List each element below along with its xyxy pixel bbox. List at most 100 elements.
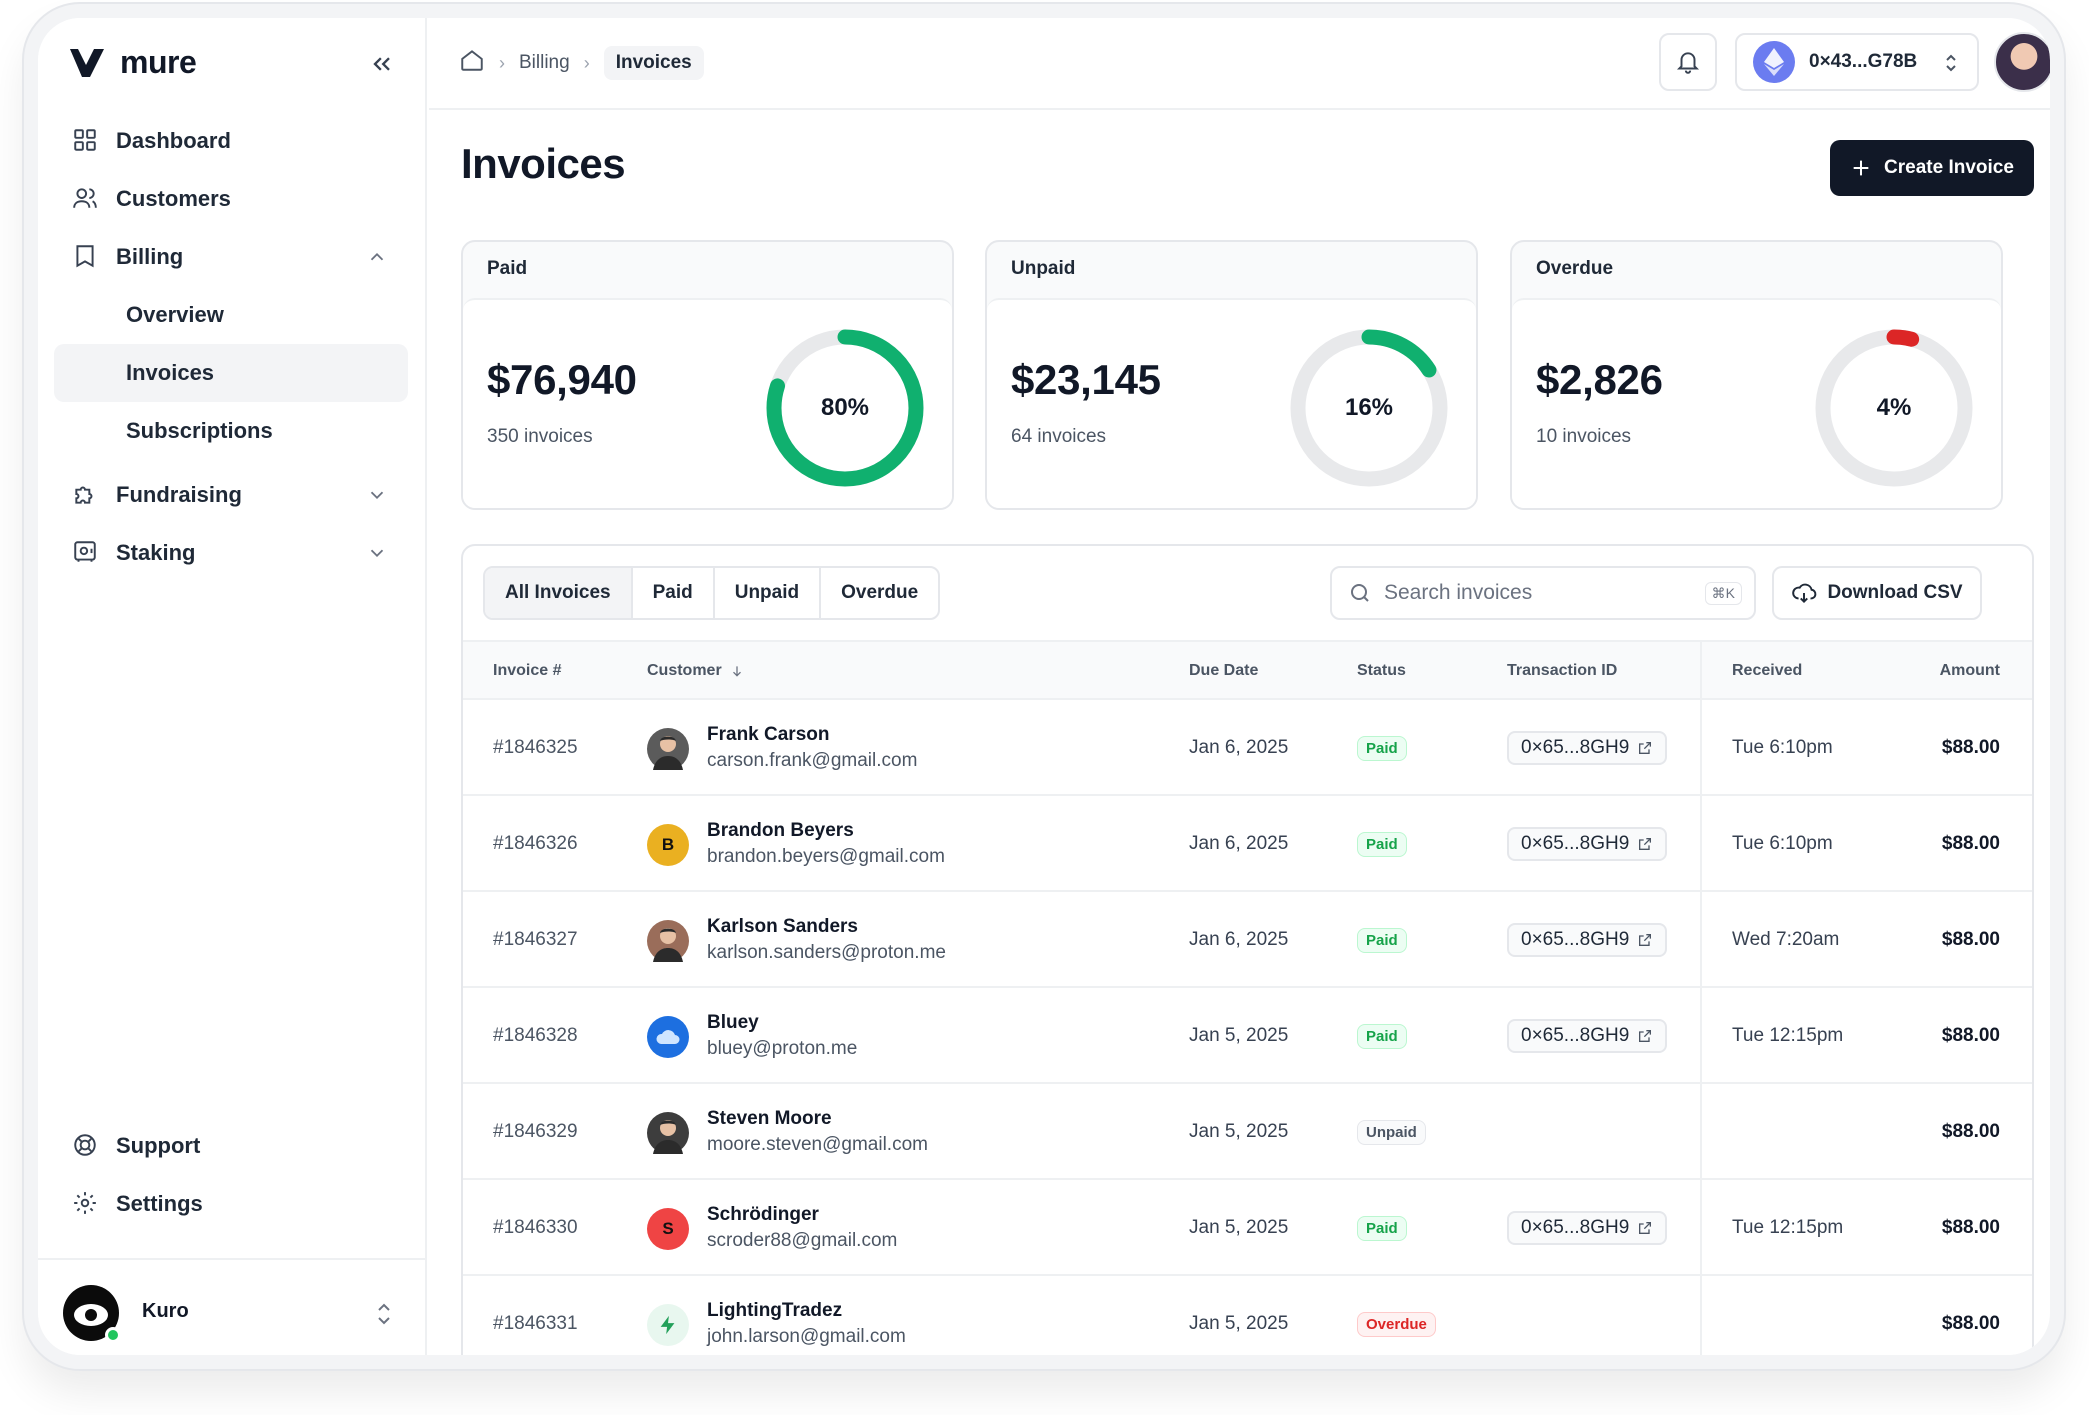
wallet-address: 0×43...G78B	[1809, 51, 1918, 72]
transaction-link[interactable]: 0×65...8GH9	[1507, 1211, 1668, 1245]
progress-ring	[766, 329, 924, 487]
column-header-received[interactable]: Received	[1732, 662, 1803, 679]
received-time: Tue 12:15pm	[1732, 1217, 1844, 1238]
due-date: Jan 6, 2025	[1189, 737, 1289, 758]
tab-unpaid[interactable]: Unpaid	[715, 568, 822, 618]
table-header: Invoice # Customer Due Date Status Trans…	[463, 640, 2032, 700]
users-icon	[72, 185, 100, 213]
customer-avatar	[647, 1112, 689, 1154]
search-input[interactable]: Search invoices ⌘K	[1330, 566, 1756, 620]
table-row[interactable]: #1846326 B Brandon Beyers brandon.beyers@gm…	[463, 796, 2032, 892]
customer-email: bluey@proton.me	[707, 1038, 858, 1059]
sidebar-item-support[interactable]: Support	[54, 1117, 408, 1175]
external-link-icon	[1639, 1030, 1652, 1042]
sidebar-item-customers[interactable]: Customers	[54, 170, 408, 228]
customer-email: john.larson@gmail.com	[707, 1326, 906, 1347]
external-link-icon	[1639, 934, 1652, 946]
sidebar-subitem-subscriptions[interactable]: Subscriptions	[54, 402, 408, 460]
transaction-cell: 0×65...8GH9	[1507, 796, 1668, 892]
column-divider	[1700, 1180, 1702, 1274]
transaction-link[interactable]: 0×65...8GH9	[1507, 827, 1668, 861]
sidebar-item-label: Customers	[116, 186, 231, 211]
breadcrumb-separator: ›	[499, 52, 505, 73]
customer-name: Frank Carson	[707, 724, 830, 745]
status-cell: Overdue	[1357, 1276, 1436, 1355]
table-body: #1846325 Frank Carson carson.frank@gmail.c…	[463, 700, 2032, 1355]
customer-name: Bluey	[707, 1012, 759, 1033]
column-header-amount[interactable]: Amount	[1939, 662, 2000, 679]
wallet-selector[interactable]: 0×43...G78B	[1735, 33, 1979, 91]
column-header-status[interactable]: Status	[1357, 662, 1406, 679]
sidebar-item-label: Staking	[116, 540, 196, 565]
user-switcher[interactable]: Kuro	[38, 1258, 427, 1355]
transaction-link[interactable]: 0×65...8GH9	[1507, 923, 1668, 957]
filter-tabs: All Invoices Paid Unpaid Overdue	[483, 566, 941, 620]
tab-all-invoices[interactable]: All Invoices	[485, 568, 633, 618]
search-shortcut: ⌘K	[1704, 582, 1742, 605]
column-divider	[1700, 988, 1702, 1082]
brand[interactable]: mure	[68, 44, 197, 81]
ring-progress	[766, 329, 924, 487]
sidebar-item-fundraising[interactable]: Fundraising	[54, 466, 408, 524]
column-divider	[1700, 642, 1702, 698]
invoice-amount: $88.00	[1941, 833, 2000, 854]
sidebar-item-settings[interactable]: Settings	[54, 1175, 408, 1233]
column-divider	[1700, 1084, 1702, 1178]
column-divider	[1700, 892, 1702, 986]
customer-avatar	[647, 1304, 689, 1346]
table-row[interactable]: #1846329 Steven Moore moore.steven@gmail.c…	[463, 1084, 2032, 1180]
book-icon	[72, 243, 100, 271]
sidebar-item-dashboard[interactable]: Dashboard	[54, 112, 408, 170]
breadcrumb-billing[interactable]: Billing	[519, 52, 570, 73]
customer-name: Brandon Beyers	[707, 820, 854, 841]
customer-cell: Schrödinger scroder88@gmail.com	[707, 1180, 897, 1276]
collapse-sidebar-button[interactable]	[368, 50, 400, 82]
invoice-amount: $88.00	[1941, 737, 2000, 758]
column-header-customer[interactable]: Customer	[647, 662, 744, 680]
sidebar-item-label: Fundraising	[116, 482, 242, 507]
column-header-due-date[interactable]: Due Date	[1189, 662, 1259, 679]
sidebar-item-billing[interactable]: Billing	[54, 228, 408, 286]
transaction-link[interactable]: 0×65...8GH9	[1507, 1019, 1668, 1053]
device-frame: mure Dashboard Customers Billing Overvie…	[24, 4, 2064, 1369]
sidebar-item-staking[interactable]: Staking	[54, 524, 408, 582]
create-invoice-button[interactable]: Create Invoice	[1830, 140, 2034, 196]
customer-avatar	[647, 920, 689, 962]
table-row[interactable]: #1846328 Bluey bluey@proton.me Jan 5, 2025 P…	[463, 988, 2032, 1084]
transaction-link[interactable]: 0×65...8GH9	[1507, 731, 1668, 765]
table-row[interactable]: #1846327 Karlson Sanders karlson.sanders@p…	[463, 892, 2032, 988]
sidebar-subitem-overview[interactable]: Overview	[54, 286, 408, 344]
download-csv-button[interactable]: Download CSV	[1772, 566, 1982, 620]
table-row[interactable]: #1846330 S Schrödinger scroder88@gmail.com J…	[463, 1180, 2032, 1276]
invoice-amount: $88.00	[1941, 1313, 2000, 1334]
customer-name: Steven Moore	[707, 1108, 832, 1129]
customer-avatar: S	[647, 1208, 689, 1250]
breadcrumb-invoices[interactable]: Invoices	[603, 46, 704, 80]
tab-paid[interactable]: Paid	[633, 568, 715, 618]
chevron-down-icon	[366, 542, 388, 564]
sidebar-subitem-invoices[interactable]: Invoices	[54, 344, 408, 402]
puzzle-icon	[72, 481, 100, 509]
sidebar: mure Dashboard Customers Billing Overvie…	[38, 18, 427, 1355]
home-icon[interactable]	[459, 47, 485, 79]
card-count: 64 invoices	[1011, 426, 1107, 447]
status-badge: Overdue	[1357, 1311, 1436, 1337]
transaction-id: 0×65...8GH9	[1521, 1217, 1630, 1238]
invoice-number: #1846329	[493, 1121, 578, 1142]
ring-progress	[1290, 329, 1448, 487]
avatar	[63, 1285, 121, 1343]
notifications-button[interactable]	[1659, 33, 1717, 91]
column-header-invoice[interactable]: Invoice #	[493, 662, 562, 679]
table-row[interactable]: #1846331 LightingTradez john.larson@gmail.…	[463, 1276, 2032, 1355]
customer-avatar	[647, 1016, 689, 1058]
chevrons-left-icon	[373, 57, 390, 71]
column-header-transaction-id[interactable]: Transaction ID	[1507, 662, 1618, 679]
lightning-icon	[660, 1315, 675, 1335]
profile-avatar[interactable]	[1994, 32, 2050, 92]
gear-icon	[72, 1190, 100, 1218]
customer-email: carson.frank@gmail.com	[707, 750, 918, 771]
customer-cell: LightingTradez john.larson@gmail.com	[707, 1276, 906, 1355]
table-row[interactable]: #1846325 Frank Carson carson.frank@gmail.c…	[463, 700, 2032, 796]
tab-overdue[interactable]: Overdue	[841, 582, 919, 603]
due-date: Jan 5, 2025	[1189, 1313, 1289, 1334]
